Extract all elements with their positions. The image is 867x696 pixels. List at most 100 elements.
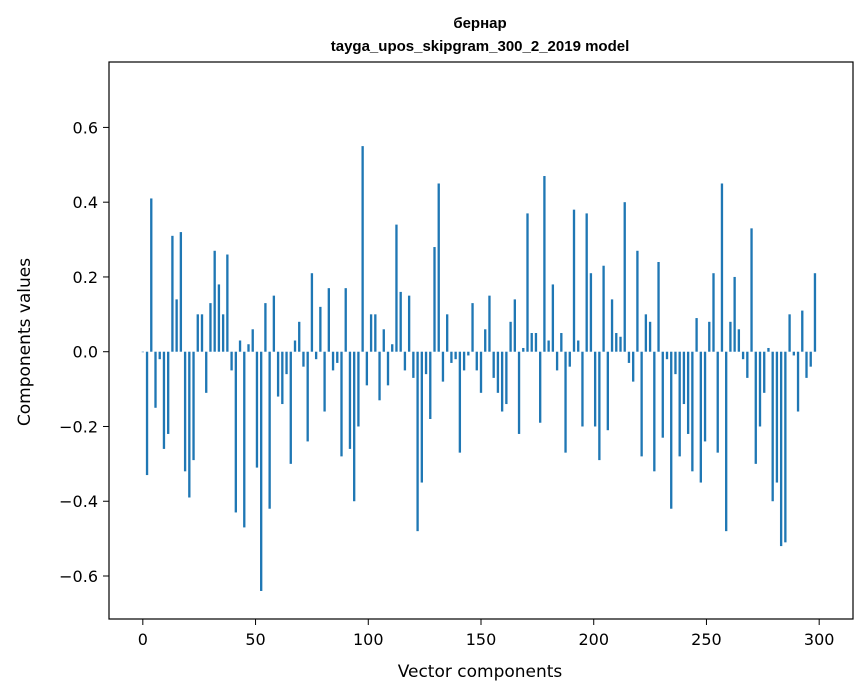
bar (281, 351, 284, 405)
bar (632, 351, 635, 382)
bar (424, 351, 428, 375)
bar (407, 295, 411, 352)
bar (771, 351, 774, 502)
bar (665, 351, 669, 360)
bar (695, 318, 698, 352)
bar (598, 351, 601, 461)
plot-frame (108, 61, 854, 620)
bar (530, 333, 533, 352)
bar (158, 351, 161, 360)
bar (238, 340, 242, 352)
bar (331, 351, 335, 371)
bar (247, 344, 250, 352)
bar (285, 351, 288, 375)
bar (678, 351, 681, 457)
bar (517, 351, 521, 434)
bar (234, 351, 237, 513)
bar (171, 235, 174, 352)
bar (391, 344, 394, 352)
bar (357, 351, 360, 427)
bar (813, 273, 817, 352)
bar (293, 340, 297, 352)
bar (221, 314, 225, 352)
bar (534, 333, 538, 352)
bar (809, 351, 812, 367)
bar (708, 321, 711, 352)
bar (272, 295, 276, 352)
bar (589, 273, 593, 352)
bar (767, 347, 770, 352)
bar (648, 321, 652, 352)
bar (741, 351, 745, 360)
bar (746, 351, 749, 378)
bar (479, 351, 483, 393)
bar (450, 351, 453, 363)
bar (196, 314, 199, 352)
bar (644, 314, 648, 352)
bar (716, 351, 719, 453)
bar (446, 314, 449, 352)
bar (192, 351, 195, 461)
bar (306, 351, 309, 442)
chart-title: бернар (453, 15, 506, 32)
x-tick-label: 250 (691, 630, 722, 649)
bar (560, 333, 563, 352)
bar (615, 333, 618, 352)
bar (458, 351, 462, 453)
bar (488, 295, 491, 352)
bar (585, 213, 588, 352)
bar (251, 329, 254, 352)
bar (200, 314, 204, 352)
bar (276, 351, 280, 397)
x-tick-label: 100 (353, 630, 384, 649)
bar (369, 314, 373, 352)
bar (513, 299, 516, 352)
bar (725, 351, 728, 532)
bar (340, 351, 343, 457)
bar (145, 351, 149, 476)
bar (433, 247, 436, 352)
bar (154, 351, 157, 408)
x-tick-label: 0 (138, 630, 148, 649)
bar (699, 351, 702, 483)
bar (623, 202, 626, 352)
bar (175, 299, 178, 352)
bar (555, 351, 559, 371)
y-tick-label: −0.2 (59, 417, 98, 436)
bar (462, 351, 466, 371)
bar (758, 351, 762, 427)
bar (302, 351, 305, 367)
bar (720, 183, 724, 352)
bar (230, 351, 233, 371)
y-tick-label: 0.4 (73, 193, 98, 212)
bar (475, 351, 478, 371)
bar (150, 198, 153, 352)
bar (775, 351, 779, 483)
bar (260, 351, 263, 591)
bar (467, 351, 470, 356)
bar (703, 351, 707, 442)
bar (551, 284, 555, 352)
bar (522, 347, 525, 352)
x-axis-label: Vector components (398, 662, 563, 682)
x-tick-label: 50 (245, 630, 265, 649)
bar (750, 228, 753, 352)
bar (484, 329, 487, 352)
bar (619, 336, 622, 352)
bar (323, 351, 326, 412)
bar (209, 303, 212, 352)
bar (805, 351, 808, 378)
bar (543, 176, 546, 352)
y-axis-label: Components values (15, 258, 35, 426)
bar (141, 351, 144, 353)
bar (733, 276, 736, 352)
y-tick-label: −0.4 (59, 492, 98, 511)
bar (188, 351, 191, 498)
bar (243, 351, 246, 528)
y-tick-label: 0.0 (73, 343, 98, 362)
y-tick-label: 0.6 (73, 118, 98, 137)
bar (712, 273, 715, 352)
bar (416, 351, 419, 532)
bar (298, 321, 301, 352)
